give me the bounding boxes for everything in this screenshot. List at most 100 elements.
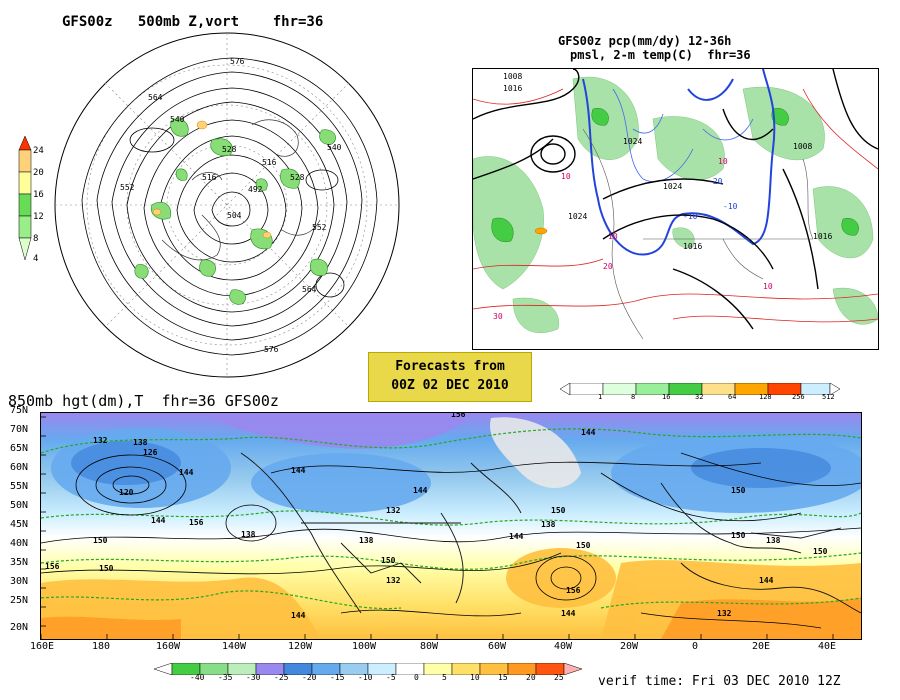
polar-cbar-tick-2: 20	[33, 168, 44, 178]
lon-label: 20E	[752, 641, 771, 652]
lon-label: 180	[92, 641, 111, 652]
height-contour-label: 144	[759, 576, 774, 585]
polar-map-svg: 576 564 552 540 528 516 504 492 516 528 540 552 564 5…	[54, 32, 400, 378]
temp-colorbar-tick: -25	[274, 673, 289, 682]
height-contour-label: 138	[359, 536, 374, 545]
lat-label: 70N	[10, 424, 29, 435]
polar-panel-title: GFS00z 500mb Z,vort fhr=36	[62, 14, 324, 30]
panel850-title: 850mb hgt(dm),T fhr=36 GFS00z	[8, 392, 279, 410]
height-contour-label: 126	[143, 448, 158, 457]
forecast-box-line2: 00Z 02 DEC 2010	[391, 378, 509, 393]
height-contour-label: 156	[189, 518, 204, 527]
temp-colorbar-tick: -40	[190, 673, 205, 682]
precip-contour-label: 1016	[503, 84, 522, 93]
lon-label: 120W	[288, 641, 313, 652]
polar-cbar-tick-4: 12	[33, 212, 44, 222]
height-contour-label: 150	[381, 556, 396, 565]
precip-panel-title-2: pmsl, 2-m temp(C) fhr=36	[570, 48, 751, 62]
precip-cbar-tick-2: 8	[631, 393, 636, 401]
precip-contour-label: 10	[561, 172, 571, 181]
polar-map-panel: 576 564 552 540 528 516 504 492 516 528 540 552 564 5…	[52, 30, 402, 380]
height-contour-label: 138	[133, 438, 148, 447]
height-contour-label: 156	[566, 586, 581, 595]
lat-label: 35N	[10, 557, 29, 568]
lat-label: 60N	[10, 462, 29, 473]
polar-cbar-tick-3: 16	[33, 190, 44, 200]
height-contour-label: 138	[241, 530, 256, 539]
lon-label: 80W	[420, 641, 439, 652]
lat-label: 50N	[10, 500, 29, 511]
height-contour-label: 138	[541, 520, 556, 529]
precip-contour-label: 10	[718, 157, 728, 166]
precip-colorbar: 1 8 16 32 64 128 256 512	[559, 380, 841, 404]
polar-contour-label: 576	[264, 345, 279, 354]
precip-contour-label: 1008	[793, 142, 812, 151]
temp-colorbar: -40 -35 -30 -25 -20 -15 -10 -5 0 5 10 15 20 25	[153, 660, 590, 686]
polar-contour-label: 504	[227, 211, 242, 220]
panel850-map-svg: 132 1381261201441561501561441501381441321…	[41, 413, 861, 639]
temp-colorbar-tick: 20	[526, 673, 536, 682]
height-contour-label: 144	[179, 468, 194, 477]
verif-time-label: verif time: Fri 03 DEC 2010 12Z	[598, 674, 841, 689]
precip-contour-label: 10	[608, 232, 618, 241]
polar-colorbar: 24 20 16 12 8 4	[16, 135, 46, 266]
lat-label: 30N	[10, 576, 29, 587]
precip-contour-label: 1024	[623, 137, 642, 146]
height-contour-label: 120	[119, 488, 134, 497]
panel850-map: 132 138 126 120 144 156 150 156 144 150 138 144 132 1…	[40, 412, 862, 640]
temp-colorbar-tick: 0	[414, 673, 419, 682]
height-contour-label: 150	[99, 564, 114, 573]
height-contour-label: 132	[386, 506, 401, 515]
polar-contour-label: 528	[222, 145, 237, 154]
temp-colorbar-svg	[153, 662, 583, 676]
precip-cbar-tick-7: 256	[792, 393, 805, 401]
precip-contour-label: 1016	[813, 232, 832, 241]
lon-label: 160E	[30, 641, 55, 652]
precip-cbar-tick-3: 16	[662, 393, 671, 401]
temp-colorbar-tick: -20	[302, 673, 317, 682]
polar-contour-label: 528	[290, 173, 305, 182]
precip-map-svg: 1008 1016 1024 1024 1016 1008 1016 1024 10 10 20 30…	[473, 69, 878, 349]
precip-contour-label: 20	[603, 262, 613, 271]
lat-label: 20N	[10, 622, 29, 633]
height-contour-label: 132	[386, 576, 401, 585]
precip-contour-label: -10	[683, 212, 698, 221]
precip-cbar-tick-8: 512	[822, 393, 835, 401]
height-contour-label: 150	[813, 547, 828, 556]
height-contour-label: 144	[413, 486, 428, 495]
polar-cbar-tick-1: 24	[33, 146, 44, 156]
precip-contour-label: 10	[763, 282, 773, 291]
polar-cbar-tick-5: 8	[33, 234, 39, 244]
precip-contour-label: -10	[723, 202, 738, 211]
height-contour-label: 156	[451, 413, 466, 419]
precip-contour-label: 1024	[568, 212, 587, 221]
temp-colorbar-tick: -15	[330, 673, 345, 682]
precip-cbar-tick-6: 128	[759, 393, 772, 401]
lat-label: 40N	[10, 538, 29, 549]
temp-colorbar-tick: 25	[554, 673, 564, 682]
polar-contour-label: 552	[312, 223, 327, 232]
polar-contour-label: 516	[202, 173, 217, 182]
temp-colorbar-tick: -30	[246, 673, 261, 682]
height-contour-label: 144	[509, 532, 524, 541]
height-contour-label: 150	[551, 506, 566, 515]
polar-colorbar-svg	[18, 135, 32, 261]
height-contour-label: 144	[151, 516, 166, 525]
precip-cbar-tick-1: 1	[598, 393, 603, 401]
temp-colorbar-tick: -35	[218, 673, 233, 682]
height-contour-label: 144	[291, 611, 306, 620]
precip-contour-label: 30	[493, 312, 503, 321]
lon-label: 40E	[818, 641, 837, 652]
height-contour-label: 144	[291, 466, 306, 475]
height-contour-label: 150	[93, 536, 108, 545]
colorbar-swatch	[423, 662, 453, 676]
lon-label: 100W	[352, 641, 377, 652]
polar-contour-label: 552	[120, 183, 135, 192]
height-contour-label: 144	[581, 428, 596, 437]
lat-label: 55N	[10, 481, 29, 492]
precip-map-panel: 1008 1016 1024 1024 1016 1008 1016 1024 10 10 20 30…	[472, 68, 879, 350]
height-contour-label: 132	[717, 609, 732, 618]
polar-contour-label: 564	[148, 93, 163, 102]
temp-colorbar-tick: 5	[442, 673, 447, 682]
precip-panel-title-1: GFS00z pcp(mm/dy) 12-36h	[558, 34, 732, 48]
